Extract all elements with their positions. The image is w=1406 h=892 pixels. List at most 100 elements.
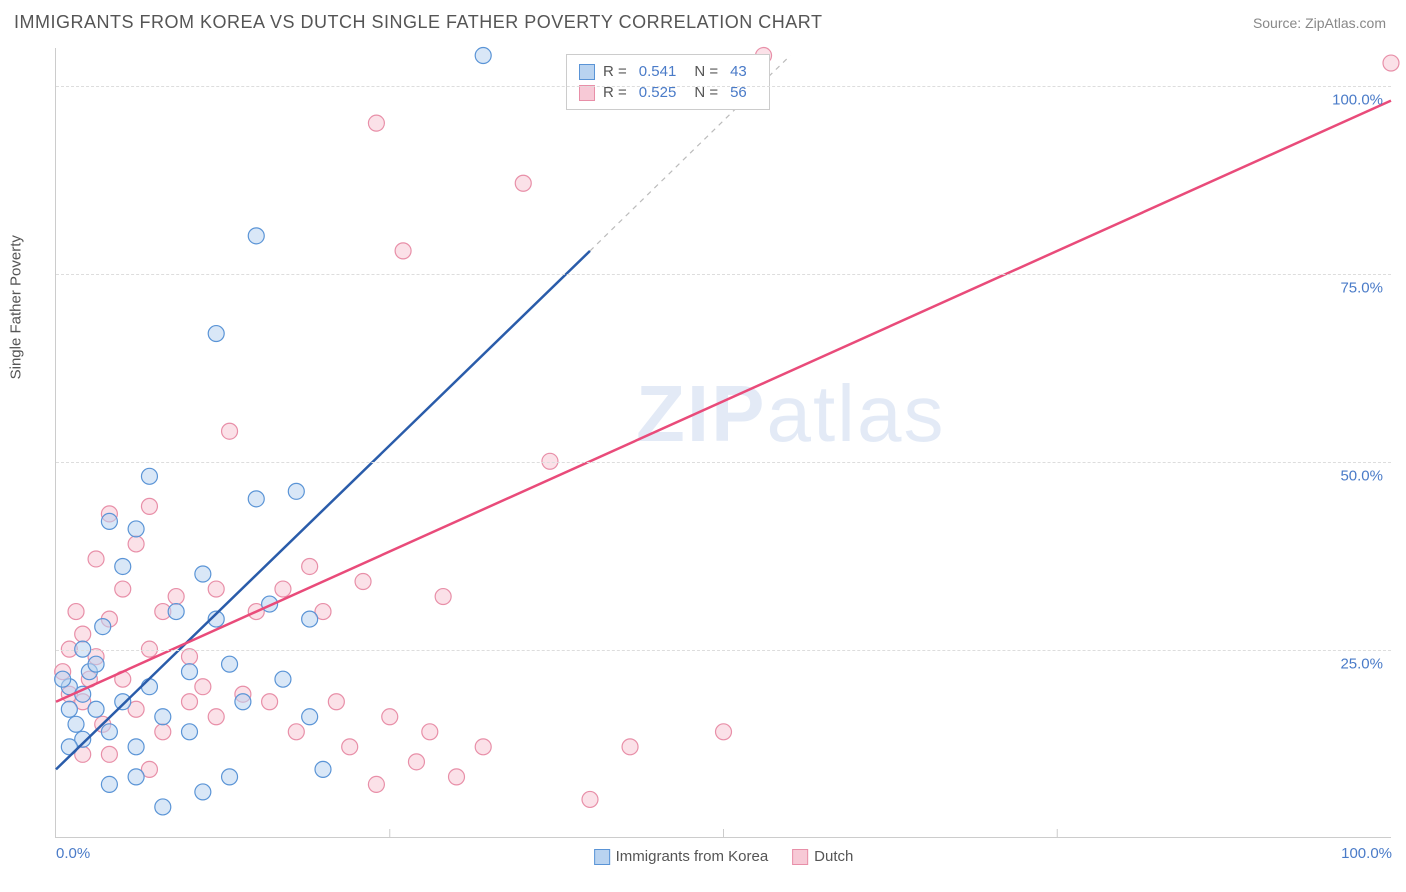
scatter-point <box>449 769 465 785</box>
scatter-point <box>235 694 251 710</box>
y-tick-label: 100.0% <box>1332 91 1383 108</box>
scatter-point <box>75 626 91 642</box>
scatter-point <box>101 724 117 740</box>
chart-title: IMMIGRANTS FROM KOREA VS DUTCH SINGLE FA… <box>14 12 822 33</box>
scatter-point <box>115 581 131 597</box>
scatter-point <box>435 589 451 605</box>
x-tick-label: 100.0% <box>1341 845 1392 862</box>
legend-series: Immigrants from Korea Dutch <box>594 848 854 865</box>
scatter-point <box>128 521 144 537</box>
scatter-point <box>195 566 211 582</box>
scatter-point <box>195 679 211 695</box>
scatter-point <box>248 491 264 507</box>
scatter-point <box>101 513 117 529</box>
scatter-point <box>328 694 344 710</box>
scatter-point <box>68 716 84 732</box>
scatter-point <box>302 611 318 627</box>
grid-line-h <box>56 650 1391 651</box>
scatter-point <box>182 664 198 680</box>
scatter-point <box>342 739 358 755</box>
y-tick-label: 75.0% <box>1340 279 1383 296</box>
y-tick-label: 25.0% <box>1340 655 1383 672</box>
scatter-point <box>155 724 171 740</box>
scatter-point <box>128 536 144 552</box>
scatter-point <box>475 48 491 64</box>
scatter-point <box>55 671 71 687</box>
grid-line-h <box>56 462 1391 463</box>
scatter-point <box>408 754 424 770</box>
scatter-point <box>208 581 224 597</box>
scatter-point <box>302 709 318 725</box>
scatter-point <box>288 483 304 499</box>
scatter-point <box>716 724 732 740</box>
scatter-point <box>515 175 531 191</box>
scatter-point <box>115 558 131 574</box>
scatter-point <box>368 776 384 792</box>
legend-swatch <box>792 849 808 865</box>
legend-swatch <box>579 85 595 101</box>
legend-series-label: Dutch <box>814 848 853 865</box>
scatter-point <box>208 709 224 725</box>
legend-series-item: Dutch <box>792 848 853 865</box>
legend-swatch <box>594 849 610 865</box>
chart-container: ZIPatlas Single Father Poverty R =0.541N… <box>55 48 1391 838</box>
scatter-point <box>88 551 104 567</box>
scatter-point <box>61 701 77 717</box>
scatter-point <box>262 694 278 710</box>
scatter-point <box>288 724 304 740</box>
scatter-point <box>195 784 211 800</box>
legend-n-label: N = <box>694 63 718 80</box>
scatter-point <box>141 498 157 514</box>
scatter-point <box>182 694 198 710</box>
plot-svg <box>56 48 1391 837</box>
scatter-point <box>475 739 491 755</box>
scatter-point <box>222 423 238 439</box>
scatter-point <box>128 739 144 755</box>
scatter-point <box>155 799 171 815</box>
plot-area: ZIPatlas Single Father Poverty R =0.541N… <box>55 48 1391 838</box>
scatter-point <box>582 791 598 807</box>
scatter-point <box>141 468 157 484</box>
scatter-point <box>141 679 157 695</box>
scatter-point <box>355 574 371 590</box>
scatter-point <box>222 769 238 785</box>
legend-series-label: Immigrants from Korea <box>616 848 769 865</box>
scatter-point <box>275 671 291 687</box>
scatter-point <box>88 701 104 717</box>
x-tick-label: 0.0% <box>56 845 90 862</box>
grid-line-h <box>56 274 1391 275</box>
scatter-point <box>115 694 131 710</box>
scatter-point <box>382 709 398 725</box>
scatter-point <box>422 724 438 740</box>
scatter-point <box>208 326 224 342</box>
scatter-point <box>248 228 264 244</box>
legend-correlation: R =0.541N =43R =0.525N =56 <box>566 54 770 110</box>
grid-line-h <box>56 86 1391 87</box>
scatter-point <box>622 739 638 755</box>
scatter-point <box>182 724 198 740</box>
y-axis-title: Single Father Poverty <box>8 235 25 379</box>
trend-line <box>56 251 590 769</box>
scatter-point <box>395 243 411 259</box>
source-label: Source: ZipAtlas.com <box>1253 15 1386 31</box>
scatter-point <box>168 604 184 620</box>
legend-r-value: 0.541 <box>639 63 677 80</box>
scatter-point <box>95 619 111 635</box>
trend-line <box>56 101 1391 702</box>
scatter-point <box>101 746 117 762</box>
legend-swatch <box>579 64 595 80</box>
scatter-point <box>101 776 117 792</box>
scatter-point <box>68 604 84 620</box>
scatter-point <box>302 558 318 574</box>
legend-n-value: 43 <box>730 63 747 80</box>
scatter-point <box>168 589 184 605</box>
legend-correlation-row: R =0.541N =43 <box>579 61 757 82</box>
scatter-point <box>182 649 198 665</box>
scatter-point <box>1383 55 1399 71</box>
scatter-point <box>155 709 171 725</box>
scatter-point <box>368 115 384 131</box>
scatter-point <box>222 656 238 672</box>
y-tick-label: 50.0% <box>1340 467 1383 484</box>
scatter-point <box>315 761 331 777</box>
scatter-point <box>275 581 291 597</box>
